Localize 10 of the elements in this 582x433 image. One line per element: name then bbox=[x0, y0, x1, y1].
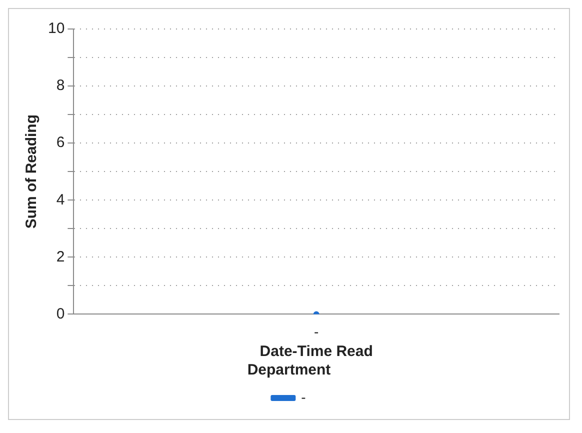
y-tick-label: 0 bbox=[56, 305, 65, 322]
y-tick-label: 8 bbox=[56, 77, 65, 94]
x-axis-title: Date-Time Read bbox=[260, 343, 373, 360]
y-tick-label: 2 bbox=[56, 248, 65, 266]
y-tick-label: 4 bbox=[56, 191, 65, 208]
legend-label: - bbox=[301, 388, 306, 405]
y-tick-label: 10 bbox=[48, 20, 65, 38]
y-axis-title: Sum of Reading bbox=[23, 114, 40, 229]
y-tick-label: 6 bbox=[56, 134, 65, 152]
legend-title: Department bbox=[247, 362, 331, 379]
